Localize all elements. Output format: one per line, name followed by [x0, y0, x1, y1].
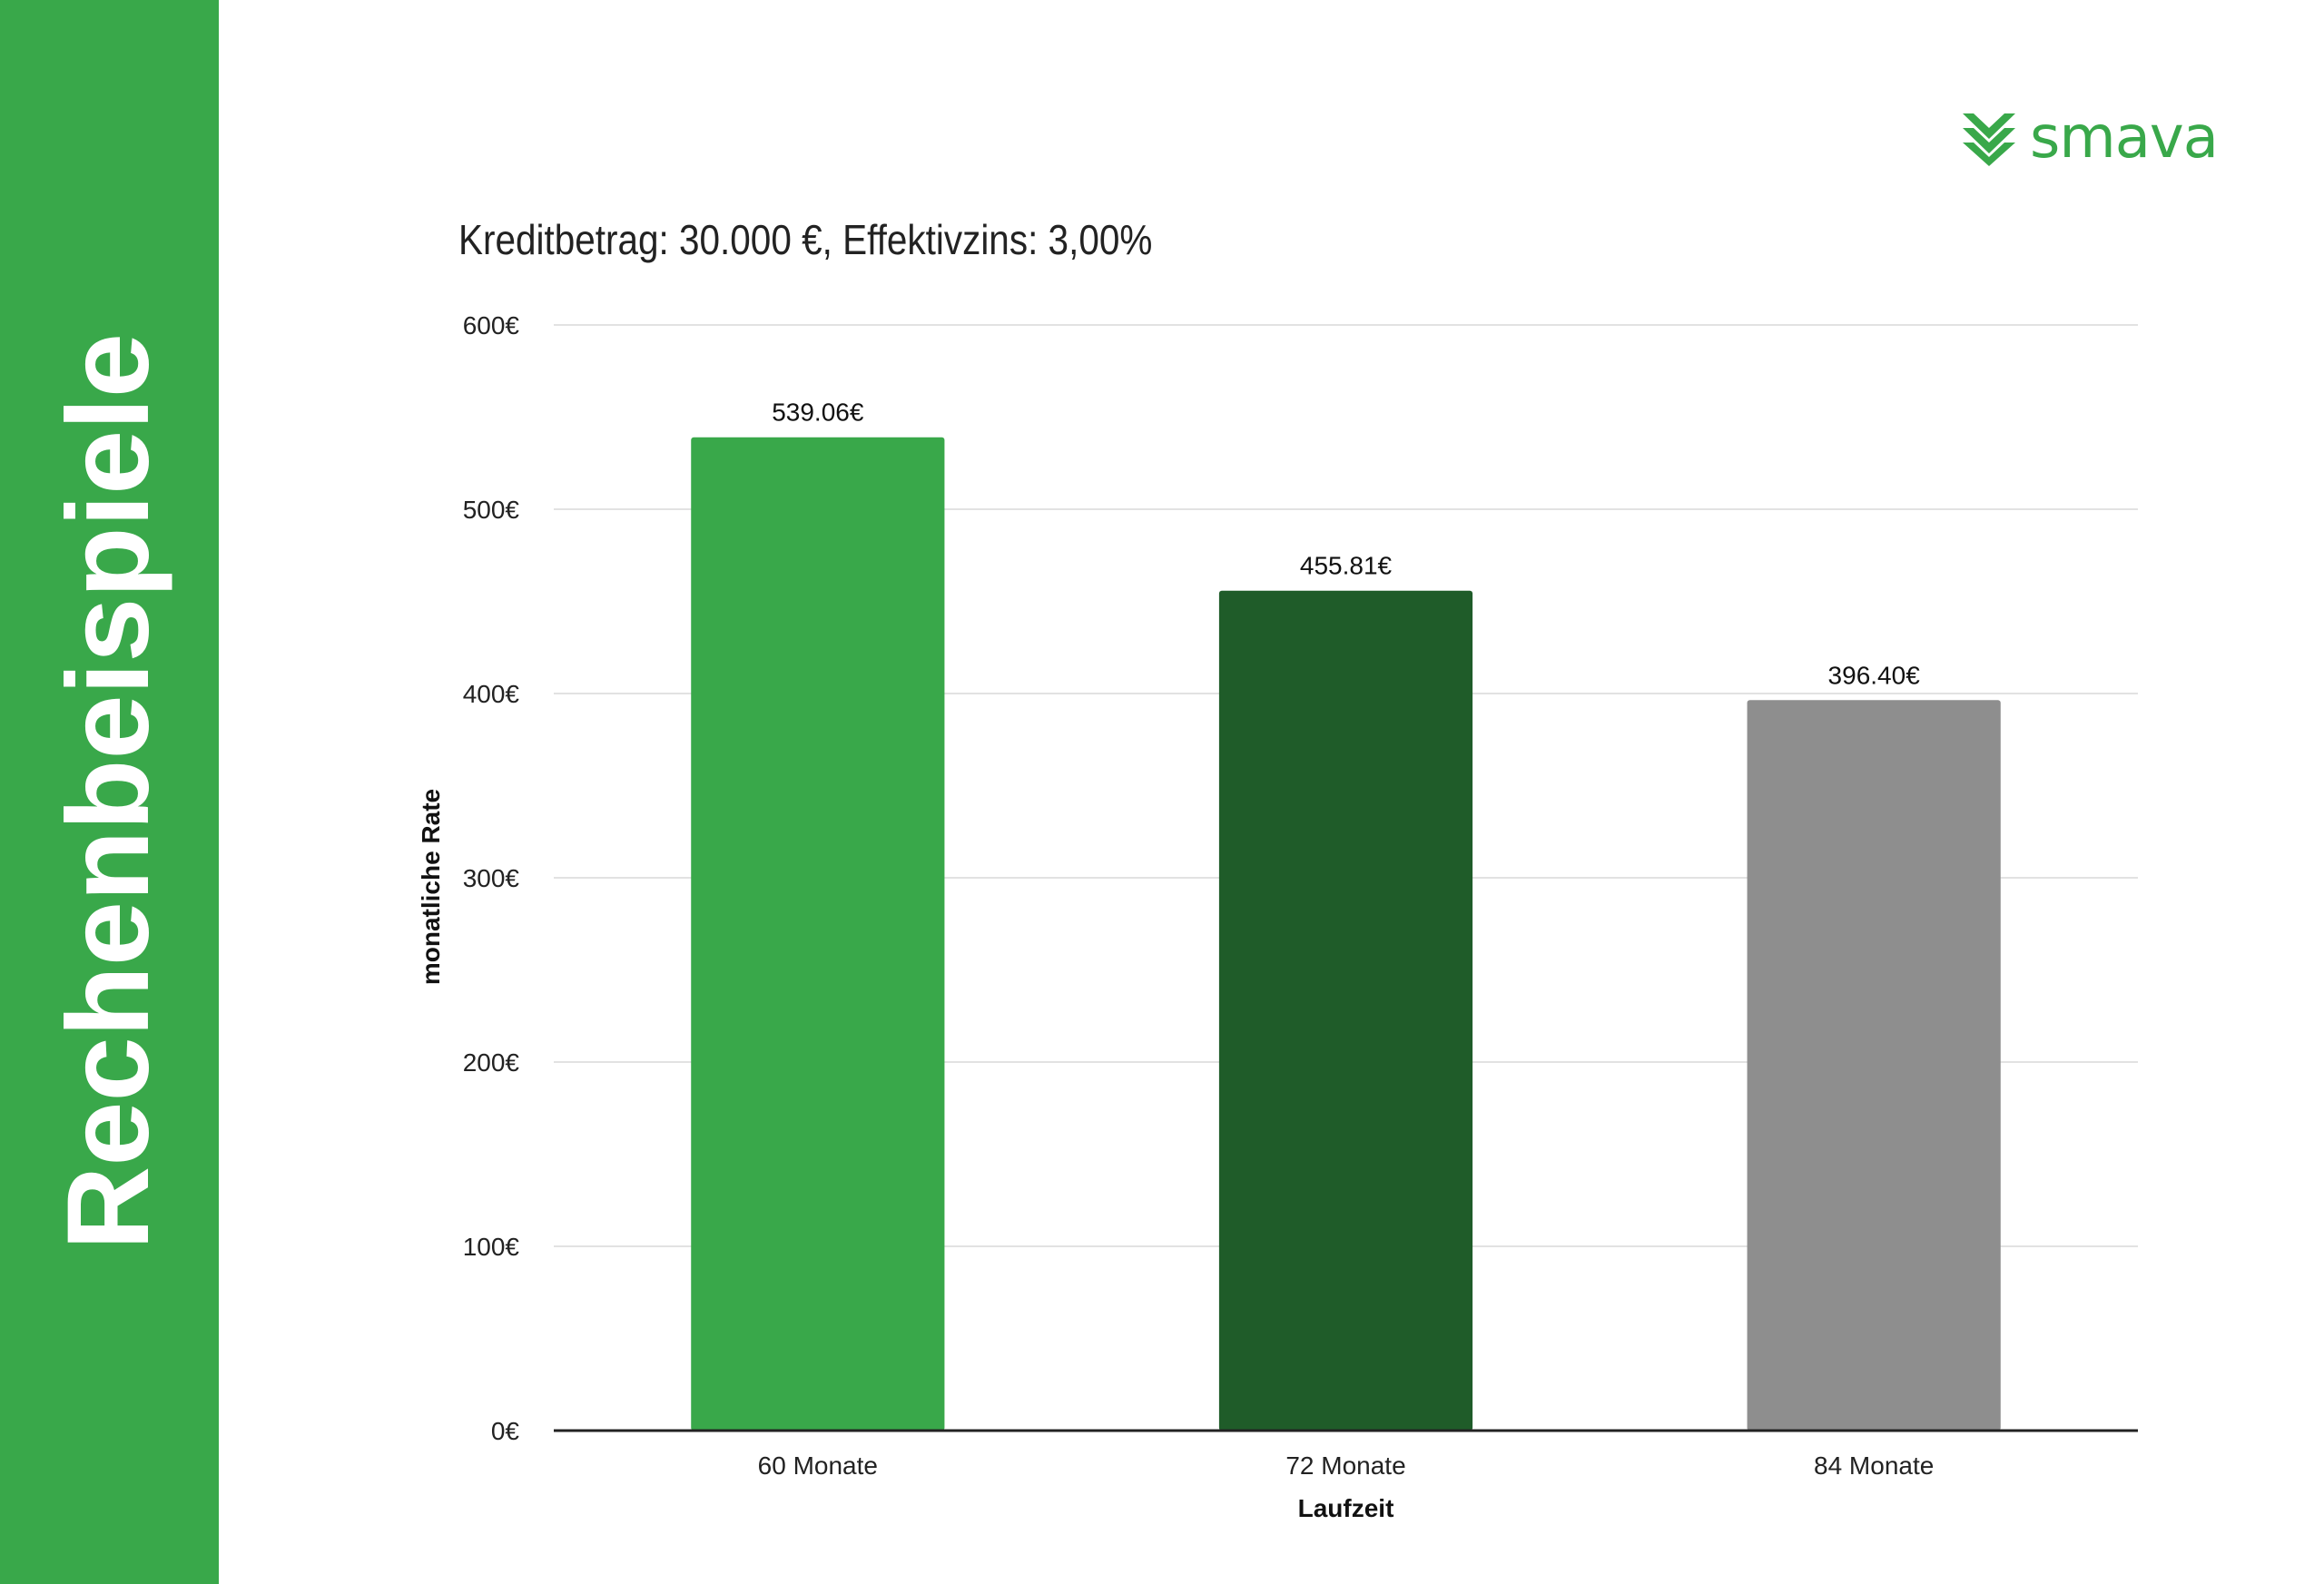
bar-value-label: 455.81€: [1300, 552, 1393, 580]
bar-value-label: 539.06€: [772, 398, 864, 427]
labels: 0€ 100€ 200€ 300€ 400€ 500€ 600€ 539.06€ 60 Mona…: [417, 311, 1934, 1522]
y-tick-label: 0€: [491, 1417, 520, 1445]
chart-title: Kreditbetrag: 30.000 €, Effektivzins: 3,…: [458, 216, 1153, 263]
bars: [691, 437, 2001, 1431]
y-tick-label: 200€: [463, 1048, 520, 1077]
x-axis-title: Laufzeit: [1298, 1494, 1394, 1522]
y-tick-label: 300€: [463, 864, 520, 892]
bar-3: [1747, 700, 2001, 1431]
y-axis-title: monatliche Rate: [417, 789, 445, 985]
y-tick-label: 100€: [463, 1233, 520, 1261]
y-tick-label: 600€: [463, 311, 520, 339]
sidebar-banner: Rechenbeispiele: [0, 0, 219, 1584]
smava-chevron-icon: [1963, 113, 2015, 166]
logo-text: smava: [2030, 104, 2219, 172]
bar-1: [691, 437, 945, 1431]
bar-2: [1218, 590, 1473, 1431]
y-tick-label: 500€: [463, 496, 520, 524]
y-tick-label: 400€: [463, 680, 520, 708]
x-tick-label: 84 Monate: [1814, 1451, 1934, 1480]
bar-value-label: 396.40€: [1828, 661, 1921, 689]
smava-logo: smava: [1961, 102, 2219, 174]
x-tick-label: 72 Monate: [1285, 1451, 1405, 1480]
x-tick-label: 60 Monate: [758, 1451, 878, 1480]
